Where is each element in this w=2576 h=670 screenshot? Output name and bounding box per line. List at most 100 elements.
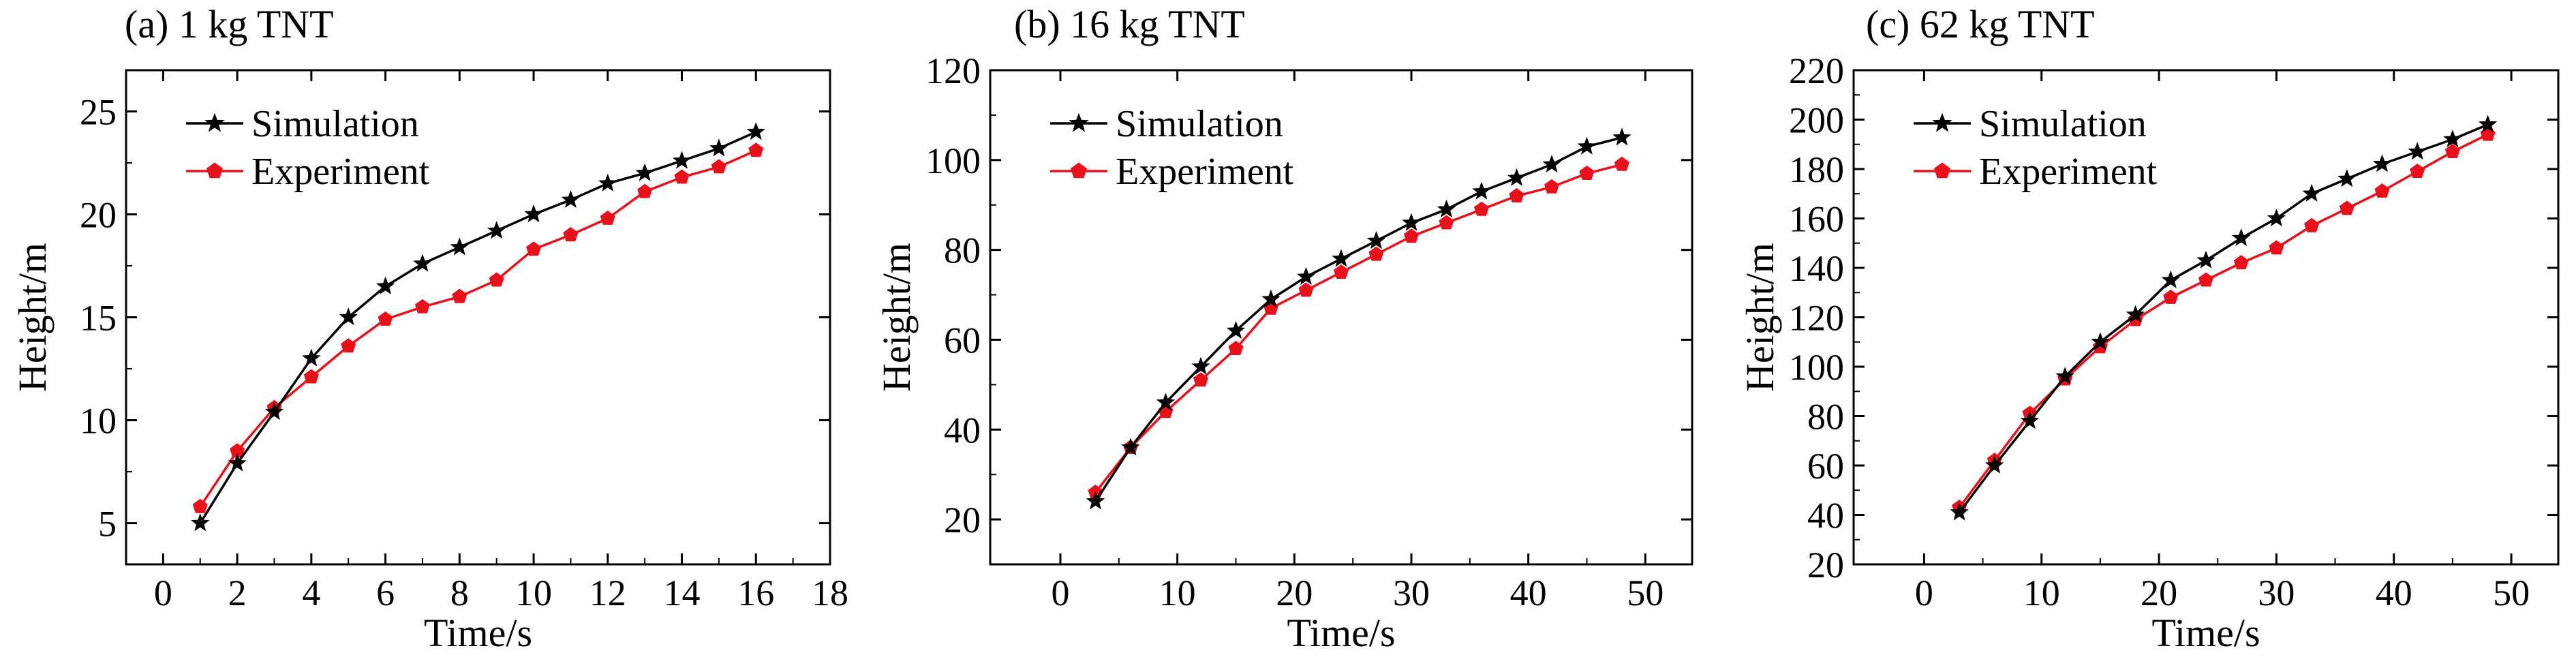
data-point-simulation (1261, 289, 1281, 307)
data-point-experiment (2339, 200, 2355, 215)
data-point-simulation (1156, 393, 1176, 411)
y-tick-label: 5 (98, 504, 117, 545)
x-tick-label: 0 (154, 573, 172, 613)
y-tick-label: 80 (944, 230, 981, 271)
data-point-simulation (1191, 356, 1210, 375)
legend-marker (1934, 162, 1950, 179)
data-point-experiment (748, 142, 764, 157)
data-point-experiment (563, 227, 579, 242)
data-point-experiment (1368, 246, 1384, 261)
legend-item-experiment: Experiment (1050, 151, 1294, 193)
data-point-simulation (2372, 154, 2392, 172)
y-tick-label: 100 (925, 140, 981, 181)
x-tick-label: 10 (2023, 573, 2060, 613)
legend-label: Experiment (1116, 151, 1294, 193)
data-point-experiment (2304, 217, 2320, 232)
x-tick-label: 50 (1627, 573, 1663, 613)
y-tick-label: 25 (80, 91, 117, 132)
y-tick-label: 200 (1789, 100, 1844, 141)
data-point-experiment (2480, 126, 2496, 141)
data-point-experiment (192, 498, 208, 513)
x-axis-label: Time/s (2151, 611, 2260, 655)
data-point-simulation (1542, 154, 1561, 173)
data-point-experiment (600, 210, 615, 225)
data-point-experiment (2269, 240, 2284, 255)
data-point-simulation (524, 204, 543, 223)
legend-item-simulation: Simulation (1050, 103, 1283, 145)
x-tick-label: 20 (2141, 573, 2177, 613)
x-tick-label: 30 (1393, 573, 1430, 613)
data-point-simulation (1472, 181, 1491, 200)
y-tick-label: 220 (1789, 50, 1844, 91)
data-point-simulation (2337, 169, 2357, 187)
data-point-experiment (2163, 289, 2179, 304)
data-point-experiment (2374, 183, 2390, 198)
x-tick-label: 16 (737, 573, 774, 613)
y-tick-label: 60 (1807, 446, 1844, 487)
x-tick-label: 4 (302, 573, 320, 613)
data-point-simulation (375, 276, 395, 294)
data-point-simulation (672, 151, 692, 169)
data-point-simulation (1950, 502, 1969, 521)
data-point-simulation (191, 513, 210, 532)
y-axis-label: Height/m (10, 243, 55, 392)
data-point-experiment (2198, 272, 2214, 287)
data-point-experiment (303, 369, 319, 384)
data-point-simulation (302, 348, 321, 367)
data-point-experiment (1333, 264, 1349, 279)
legend-item-experiment: Experiment (1914, 151, 2158, 193)
x-tick-label: 0 (1052, 573, 1070, 613)
data-point-simulation (1577, 136, 1597, 155)
data-point-simulation (709, 138, 729, 157)
data-point-simulation (1086, 491, 1105, 510)
data-point-simulation (413, 254, 432, 272)
data-point-simulation (746, 122, 765, 140)
data-point-experiment (2410, 164, 2425, 179)
data-point-simulation (487, 221, 506, 239)
data-point-simulation (2020, 411, 2040, 429)
legend-marker (1069, 112, 1089, 132)
series-line-experiment (199, 149, 756, 508)
x-tick-label: 0 (1915, 573, 1933, 613)
data-point-simulation (2161, 270, 2181, 288)
data-point-experiment (637, 183, 653, 198)
legend-marker (206, 162, 223, 179)
series-line-simulation (199, 131, 756, 524)
legend-item-simulation: Simulation (186, 103, 419, 145)
data-point-experiment (674, 169, 690, 184)
x-axis-label: Time/s (1287, 611, 1395, 655)
chart-panel-2: (c) 62 kg TNT 0 10 20 30 40 50 20 40 60 80 100 120 14… (1738, 2, 2560, 655)
data-point-experiment (414, 299, 430, 314)
data-point-experiment (1298, 282, 1314, 297)
y-tick-label: 80 (1807, 397, 1844, 438)
chart-title: (c) 62 kg TNT (1866, 2, 2095, 46)
y-tick-label: 120 (1789, 298, 1844, 339)
data-point-experiment (1193, 372, 1209, 387)
data-point-simulation (2126, 305, 2145, 323)
y-tick-label: 140 (1789, 248, 1844, 289)
series-line-experiment (1094, 163, 1623, 493)
y-tick-label: 20 (1807, 545, 1844, 585)
series-line-simulation (1094, 136, 1623, 502)
y-axis-label: Height/m (1738, 243, 1782, 392)
data-point-experiment (526, 241, 542, 256)
x-tick-label: 14 (664, 573, 701, 613)
legend-label: Experiment (1979, 151, 2158, 193)
data-point-simulation (228, 453, 247, 472)
data-point-simulation (2408, 142, 2427, 160)
legend-item-experiment: Experiment (186, 151, 430, 193)
y-axis-label: Height/m (874, 243, 919, 392)
data-point-experiment (711, 159, 726, 174)
legend-marker (204, 112, 225, 132)
data-point-experiment (489, 272, 504, 287)
legend-label: Simulation (1116, 103, 1283, 145)
y-tick-label: 100 (1789, 347, 1844, 388)
data-point-experiment (2444, 144, 2460, 159)
data-point-simulation (1366, 231, 1386, 249)
chart-title: (b) 16 kg TNT (1014, 2, 1245, 46)
data-point-simulation (2443, 130, 2462, 148)
data-point-simulation (2302, 183, 2321, 202)
x-tick-label: 6 (376, 573, 395, 613)
data-point-experiment (1228, 341, 1244, 356)
